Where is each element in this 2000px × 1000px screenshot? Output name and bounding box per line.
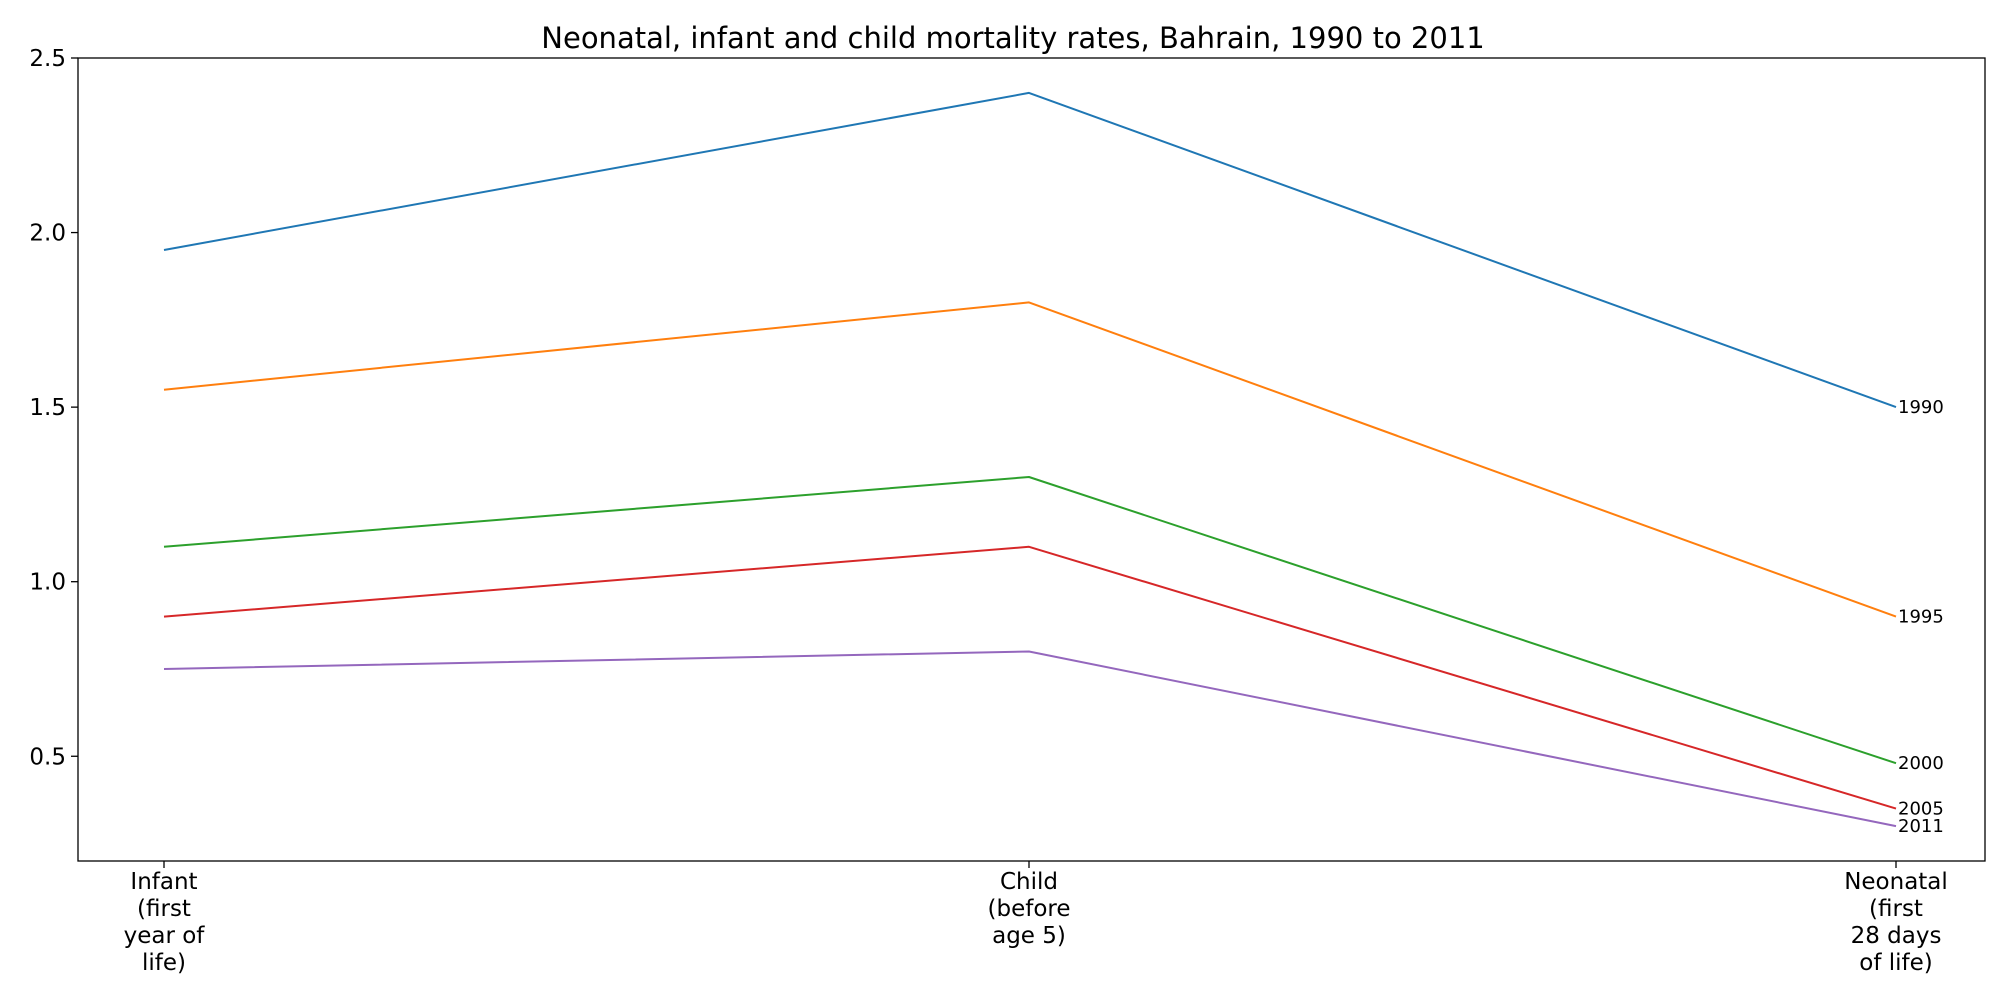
series-label-2011: 2011 xyxy=(1898,816,1944,837)
x-tick-label: Child (before age 5) xyxy=(988,869,1071,949)
chart-title: Neonatal, infant and child mortality rat… xyxy=(541,21,1484,55)
x-tick-label: Infant (first year of life) xyxy=(124,869,206,976)
y-tick-label: 0.5 xyxy=(29,744,66,770)
series-label-2000: 2000 xyxy=(1898,753,1944,774)
y-axis: 0.5 1.0 1.5 2.0 2.5 xyxy=(29,46,78,770)
series-label-1990: 1990 xyxy=(1898,397,1944,418)
y-tick-label: 1.5 xyxy=(29,395,66,421)
series-line-1990 xyxy=(163,91,1897,409)
x-axis: Infant (first year of life) Child (before age … xyxy=(124,861,1948,976)
series-line-2011 xyxy=(163,650,1897,828)
y-tick-label: 2.5 xyxy=(29,46,66,72)
x-tick-label: Neonatal (first 28 days of life) xyxy=(1844,869,1948,976)
series-line-1995 xyxy=(163,301,1897,618)
series-line-2005 xyxy=(163,545,1897,810)
series-layer xyxy=(163,91,1897,828)
series-label-1995: 1995 xyxy=(1898,607,1944,628)
series-label-2005: 2005 xyxy=(1898,799,1944,820)
y-tick-label: 1.0 xyxy=(29,570,66,596)
series-line-2000 xyxy=(163,476,1897,765)
y-tick-label: 2.0 xyxy=(29,221,66,247)
plot-area-frame xyxy=(77,57,1986,862)
